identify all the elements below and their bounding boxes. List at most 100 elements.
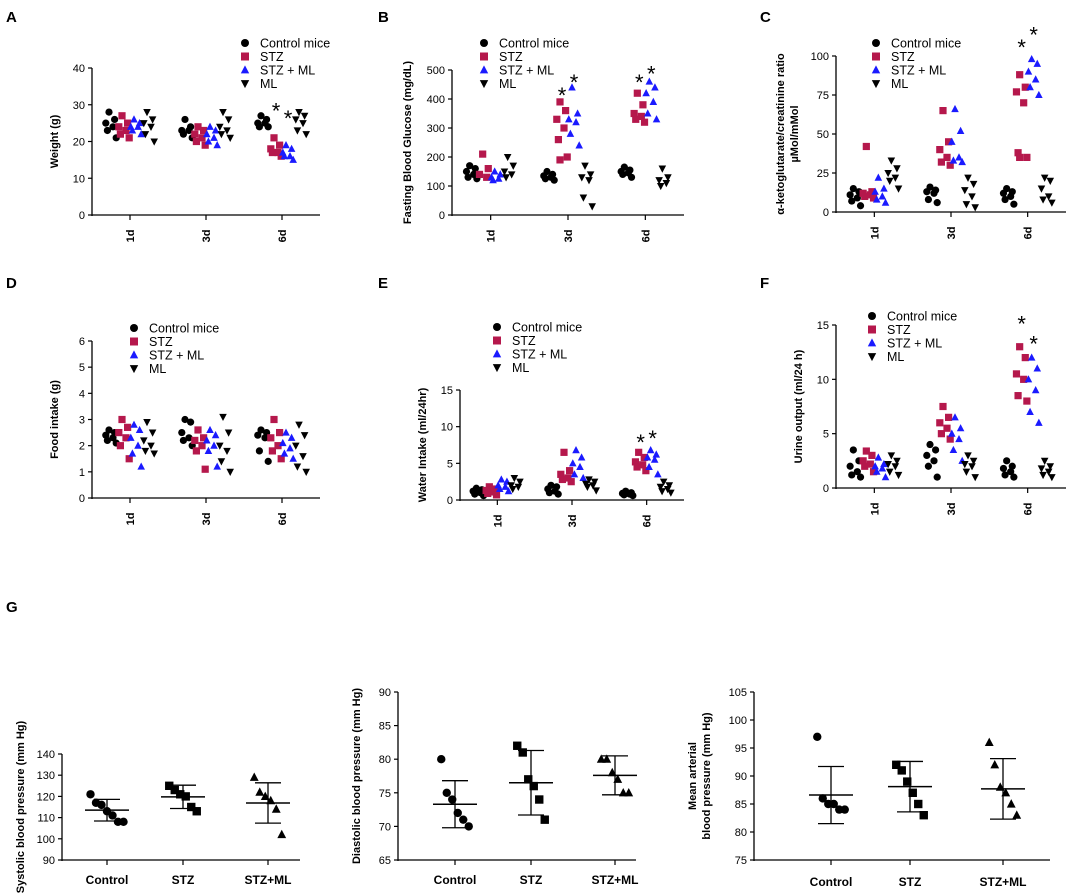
data-point-ml: [585, 476, 593, 484]
legend-marker-stz: [480, 52, 488, 61]
legend-marker-ml: [479, 80, 489, 89]
x-category-label: 6d: [640, 230, 652, 243]
data-point-ml: [658, 488, 666, 496]
data-point-stz: [946, 435, 954, 443]
data-point-stz-ml: [203, 436, 211, 444]
data-point-stz: [1016, 71, 1024, 79]
legend-marker-stz-ml: [240, 65, 250, 74]
significance-star: *: [647, 61, 656, 86]
data-point-control-mice: [105, 108, 113, 116]
data-point-stz-ml: [1006, 799, 1016, 808]
data-point-control-mice: [466, 162, 474, 170]
data-point-ml: [302, 468, 310, 476]
data-point-stz: [1020, 99, 1028, 107]
data-point-stz: [868, 451, 876, 459]
data-point-stz: [529, 781, 538, 791]
data-point-control-mice: [846, 462, 854, 470]
y-tick-label: 10: [441, 422, 453, 434]
y-tick-label: 140: [37, 749, 55, 761]
data-point-stz-ml: [577, 453, 586, 461]
data-point-stz-ml: [958, 157, 966, 166]
legend-label-stz-ml: STZ + ML: [499, 64, 554, 78]
data-point-stz: [567, 478, 575, 486]
data-point-stz-ml: [1024, 67, 1033, 75]
data-point-ml: [300, 112, 309, 120]
data-point-ml: [226, 134, 234, 142]
data-point-stz: [943, 153, 951, 161]
legend-label-stz: STZ: [887, 323, 911, 337]
data-point-stz-ml: [494, 174, 503, 182]
data-point-control-mice: [923, 451, 931, 459]
data-point-stz-ml: [282, 428, 290, 436]
data-point-ml: [503, 153, 512, 162]
data-point-ml: [507, 171, 516, 179]
legend-label-control-mice: Control mice: [891, 37, 961, 51]
data-point-ml: [585, 177, 593, 185]
data-point-control-mice: [932, 446, 940, 454]
data-point-ml: [150, 138, 158, 146]
data-point-ml: [1037, 185, 1046, 193]
data-point-ml: [583, 483, 592, 491]
data-point-stz-ml: [572, 445, 580, 454]
data-point-control-mice: [620, 491, 628, 499]
data-point-stz: [267, 434, 275, 442]
data-point-stz: [1021, 83, 1029, 91]
data-point-stz-ml: [279, 438, 287, 447]
data-point-stz-ml: [948, 137, 956, 145]
data-point-stz-ml: [280, 449, 289, 457]
x-category-label: STZ: [520, 873, 543, 887]
data-point-control: [97, 800, 106, 810]
data-point-ml: [1048, 199, 1056, 207]
data-point-stz-ml: [206, 425, 214, 434]
data-point-ml: [216, 442, 224, 450]
data-point-control: [464, 822, 473, 831]
data-point-stz: [276, 428, 284, 437]
data-point-control-mice: [1008, 462, 1016, 470]
data-point-control-mice: [550, 176, 558, 184]
significance-star: *: [1017, 35, 1026, 60]
data-point-stz: [267, 145, 275, 153]
data-point-stz-ml: [497, 475, 506, 483]
data-point-ml: [302, 131, 310, 139]
data-point-stz: [633, 463, 641, 471]
data-point-stz: [892, 760, 901, 769]
data-point-control-mice: [853, 194, 861, 202]
data-point-ml: [579, 194, 588, 202]
x-category-label: 6d: [642, 515, 654, 528]
data-point-ml: [293, 127, 302, 135]
significance-star: *: [284, 106, 293, 131]
data-point-stz: [484, 489, 492, 497]
data-point-stz: [897, 766, 906, 775]
data-point-stz-ml: [955, 434, 963, 443]
y-tick-label: 1: [79, 467, 85, 479]
data-point-control-mice: [464, 173, 472, 181]
data-point-ml: [1044, 468, 1053, 476]
legend-marker-stz-ml: [492, 349, 502, 358]
data-point-stz: [1020, 375, 1028, 383]
data-point-ml: [507, 482, 515, 490]
data-point-stz-ml: [501, 482, 510, 490]
data-point-stz-ml: [650, 455, 659, 463]
legend-marker-ml: [867, 353, 877, 362]
data-point-stz-ml: [872, 195, 881, 203]
significance-star: *: [1017, 312, 1026, 337]
data-point-stz: [479, 150, 487, 158]
data-point-stz: [943, 424, 951, 432]
data-point-stz-ml: [1031, 75, 1040, 83]
data-point-stz-ml: [1026, 407, 1034, 415]
data-point-stz: [1012, 370, 1021, 378]
data-point-stz-ml: [948, 429, 956, 437]
data-point-stz: [198, 442, 206, 450]
data-point-stz: [556, 156, 564, 164]
x-category-label: STZ: [899, 875, 922, 889]
data-point-stz-ml: [1026, 83, 1034, 91]
data-point-ml: [971, 204, 979, 212]
data-point-stz: [562, 107, 570, 115]
data-point-stz-ml: [490, 167, 499, 175]
data-point-stz: [866, 460, 874, 468]
y-tick-label: 75: [817, 90, 829, 102]
data-point-stz-ml: [951, 104, 959, 113]
data-point-stz-ml: [990, 759, 1000, 769]
data-point-ml: [659, 478, 668, 486]
data-point-ml: [962, 201, 971, 209]
